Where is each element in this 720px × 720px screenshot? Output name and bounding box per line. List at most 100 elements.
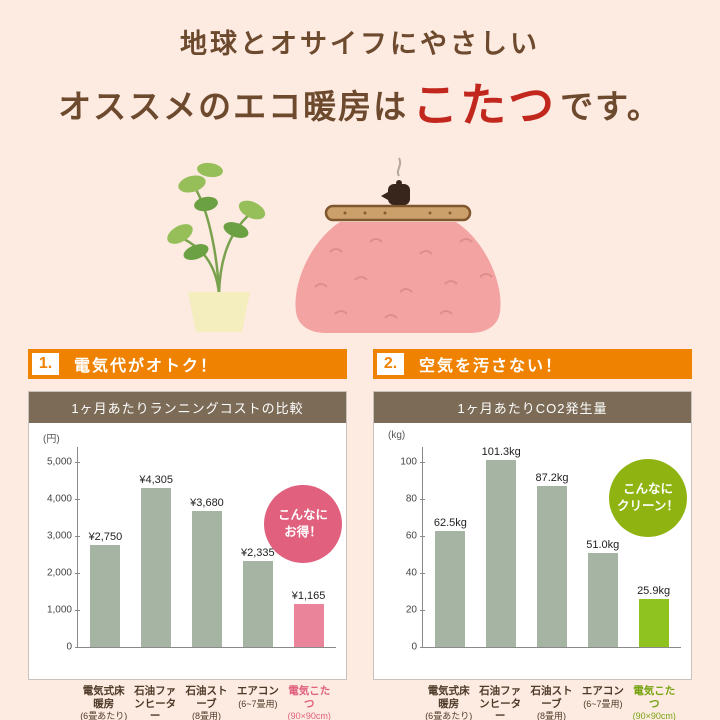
kotatsu-blanket xyxy=(295,222,501,333)
bar xyxy=(638,599,669,647)
y-tick-mark xyxy=(75,536,80,537)
plant-leaves xyxy=(167,162,266,260)
kotatsu-illustration xyxy=(0,139,720,337)
header-title: オススメのエコ暖房はこたつ です。 xyxy=(0,69,720,135)
co2-category-labels: 電気式床暖房(6畳あたり)石油ファンヒーター(7畳用)石油ストーブ(8畳用) エア… xyxy=(373,680,692,720)
bar-value-label: ¥2,335 xyxy=(240,546,275,559)
y-tick-label: 0 xyxy=(411,641,417,653)
bar-value-label: 51.0kg xyxy=(586,538,620,551)
y-tick-mark xyxy=(75,573,80,574)
bar-column: 25.9kg xyxy=(629,585,677,647)
header-title-pre: オススメのエコ暖房は xyxy=(58,90,409,126)
bar-value-label: 25.9kg xyxy=(637,585,671,598)
y-tick-label: 40 xyxy=(405,567,417,579)
y-tick-label: 80 xyxy=(405,493,417,505)
bar-value-label: ¥3,680 xyxy=(190,496,224,509)
y-tick-mark xyxy=(420,499,425,500)
section-cost-banner: 1. 電気代がオトク！ xyxy=(28,349,347,379)
bar-column: 87.2kg xyxy=(528,472,576,647)
kotatsu-plant-drawing xyxy=(167,157,501,333)
bar-value-label: ¥4,305 xyxy=(139,473,174,486)
y-tick-mark xyxy=(420,573,425,574)
bar xyxy=(90,545,121,647)
category-label: エアコン (6~7畳用) xyxy=(236,685,279,709)
savings-badge-line1: こんなに xyxy=(277,508,328,523)
bar-column: 62.5kg xyxy=(426,517,474,647)
bar-column: ¥4,305 xyxy=(132,474,180,647)
clean-badge: こんなに クリーン！ xyxy=(609,459,687,537)
category-label: 電気式床暖房 (6畳あたり) xyxy=(425,685,473,720)
y-tick-mark xyxy=(420,647,425,648)
co2-bars: 62.5kg 101.3kg 87.2kg 51.0kg 25.9kg xyxy=(423,445,681,647)
y-tick-label: 5,000 xyxy=(46,456,72,468)
y-tick-mark xyxy=(75,499,80,500)
bar-value-label: 101.3kg xyxy=(481,445,521,458)
category-label: 石油ファンヒーター(7畳用) xyxy=(479,685,522,720)
y-tick-mark xyxy=(75,647,80,648)
y-tick-mark xyxy=(75,610,80,611)
steam xyxy=(396,157,402,177)
bar-value-label: 87.2kg xyxy=(535,471,569,484)
bar-value-label: 62.5kg xyxy=(433,517,467,530)
cost-bars: ¥2,750 ¥4,305 ¥3,680 ¥2,335 ¥1,165 xyxy=(78,447,336,647)
teapot xyxy=(381,180,410,205)
bar xyxy=(536,485,567,647)
header-title-highlight: こたつ xyxy=(412,80,557,131)
plant-stems xyxy=(181,185,251,295)
bar-column: ¥1,165 xyxy=(284,590,332,647)
header: 地球とオサイフにやさしい オススメのエコ暖房はこたつ です。 xyxy=(0,0,720,135)
cost-bar-chart: (円) 0 1,000 2,000 3,000 4,000 5,000 ¥2,750 ¥4,… xyxy=(29,423,346,679)
y-tick-label: 60 xyxy=(405,530,417,542)
cost-y-axis-unit: (円) xyxy=(43,434,60,445)
y-tick-mark xyxy=(420,536,425,537)
bar xyxy=(587,552,618,647)
section-number-2: 2. xyxy=(377,353,404,375)
bar-column: 51.0kg xyxy=(579,539,627,647)
co2-chart-panel: 1ヶ月あたりCO2発生量 (kg) 0 20 40 60 80 100 62.5kg 101… xyxy=(373,391,692,680)
y-tick-label: 1,000 xyxy=(46,604,72,616)
bar xyxy=(242,560,273,647)
bar-column: ¥3,680 xyxy=(183,497,231,647)
bar-value-label: ¥1,165 xyxy=(291,589,326,602)
co2-y-ticks: 0 20 40 60 80 100 xyxy=(400,447,681,653)
plant-pot xyxy=(188,292,250,332)
bar-column: ¥2,750 xyxy=(81,531,129,647)
section-number-1: 1. xyxy=(32,353,59,375)
savings-badge: こんなに お得！ xyxy=(264,485,342,563)
category-label: 電気式床暖房 (6畳あたり) xyxy=(80,685,128,720)
co2-chart-title: 1ヶ月あたりCO2発生量 xyxy=(374,392,691,423)
category-label: 石油ストーブ (8畳用) xyxy=(185,685,228,720)
section-title-2: 空気を汚さない！ xyxy=(419,358,564,375)
y-tick-label: 100 xyxy=(400,456,417,468)
y-tick-label: 20 xyxy=(405,604,417,616)
section-co2: 2. 空気を汚さない！ 1ヶ月あたりCO2発生量 (kg) 0 20 40 60 80 1… xyxy=(373,349,692,720)
savings-badge-line2: お得！ xyxy=(284,525,322,539)
chart-columns: 1. 電気代がオトク！ 1ヶ月あたりランニングコストの比較 (円) 0 1,000… xyxy=(0,337,720,720)
bar xyxy=(435,531,466,647)
cost-chart-panel: 1ヶ月あたりランニングコストの比較 (円) 0 1,000 2,000 3,000 4,… xyxy=(28,391,347,680)
y-tick-label: 3,000 xyxy=(46,530,72,542)
section-cost: 1. 電気代がオトク！ 1ヶ月あたりランニングコストの比較 (円) 0 1,000… xyxy=(28,349,347,720)
bar xyxy=(486,459,517,647)
cost-plot-area: 0 1,000 2,000 3,000 4,000 5,000 ¥2,750 ¥4,305 ¥… xyxy=(47,447,336,653)
y-tick-mark xyxy=(75,462,80,463)
section-co2-banner: 2. 空気を汚さない！ xyxy=(373,349,692,379)
co2-plot-area: 0 20 40 60 80 100 62.5kg 101.3kg 87.2kg 51.0kg 25… xyxy=(400,445,681,653)
y-tick-mark xyxy=(420,462,425,463)
bar-column: ¥2,335 xyxy=(234,547,282,647)
category-label: 電気こたつ (90×90cm) xyxy=(287,685,331,720)
tabletop-dots xyxy=(343,211,452,215)
y-tick-label: 0 xyxy=(66,641,72,653)
clean-badge-line1: こんなに xyxy=(622,482,673,497)
cost-chart-title: 1ヶ月あたりランニングコストの比較 xyxy=(29,392,346,423)
cost-y-ticks: 0 1,000 2,000 3,000 4,000 5,000 xyxy=(47,447,336,653)
co2-bar-chart: (kg) 0 20 40 60 80 100 62.5kg 101.3kg 87.2kg 51.… xyxy=(374,423,691,679)
category-label: 石油ファンヒーター(7畳用) xyxy=(134,685,177,720)
co2-y-axis-unit: (kg) xyxy=(388,430,406,441)
bar xyxy=(293,603,324,647)
bar xyxy=(141,487,172,647)
y-tick-label: 2,000 xyxy=(46,567,72,579)
bar-value-label: ¥2,750 xyxy=(88,531,123,544)
clean-badge-line2: クリーン！ xyxy=(617,499,679,513)
